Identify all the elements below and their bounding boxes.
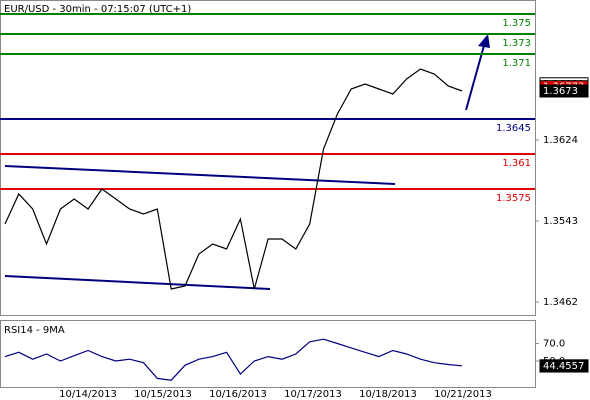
rsi-title: RSI14 - 9MA <box>4 325 65 336</box>
x-tick-label: 10/15/2013 <box>134 389 192 400</box>
arrow-head <box>478 34 490 48</box>
last-value-box <box>539 359 589 373</box>
price-line <box>4 338 463 381</box>
y-tick-label: 1.3462 <box>543 297 578 308</box>
x-tick-label: 10/18/2013 <box>359 389 417 400</box>
last-value-box <box>539 84 589 98</box>
level-label: 1.3645 <box>496 123 531 134</box>
y-tick-label: 70.0 <box>543 339 565 350</box>
x-tick-label: 10/14/2013 <box>59 389 117 400</box>
rsi-panel <box>0 320 536 388</box>
level-label: 1.373 <box>502 38 531 49</box>
price-line <box>4 68 463 290</box>
level-label: 1.375 <box>502 18 531 29</box>
level-label: 1.3575 <box>496 193 531 204</box>
level-label: 1.371 <box>502 58 531 69</box>
channel-line <box>4 275 271 290</box>
level-label: 1.361 <box>502 158 531 169</box>
main-panel <box>0 0 536 316</box>
chart-title: EUR/USD - 30min - 07:15:07 (UTC+1) <box>4 4 191 15</box>
x-tick-label: 10/16/2013 <box>209 389 267 400</box>
channel-line <box>4 165 396 185</box>
last-value: 44.4557 <box>543 361 584 372</box>
y-tick-label: 1.3624 <box>543 135 578 146</box>
y-tick-label: 1.3543 <box>543 216 578 227</box>
x-tick-label: 10/17/2013 <box>284 389 342 400</box>
last-value: 1.3673 <box>543 86 578 97</box>
x-tick-label: 10/21/2013 <box>434 389 492 400</box>
